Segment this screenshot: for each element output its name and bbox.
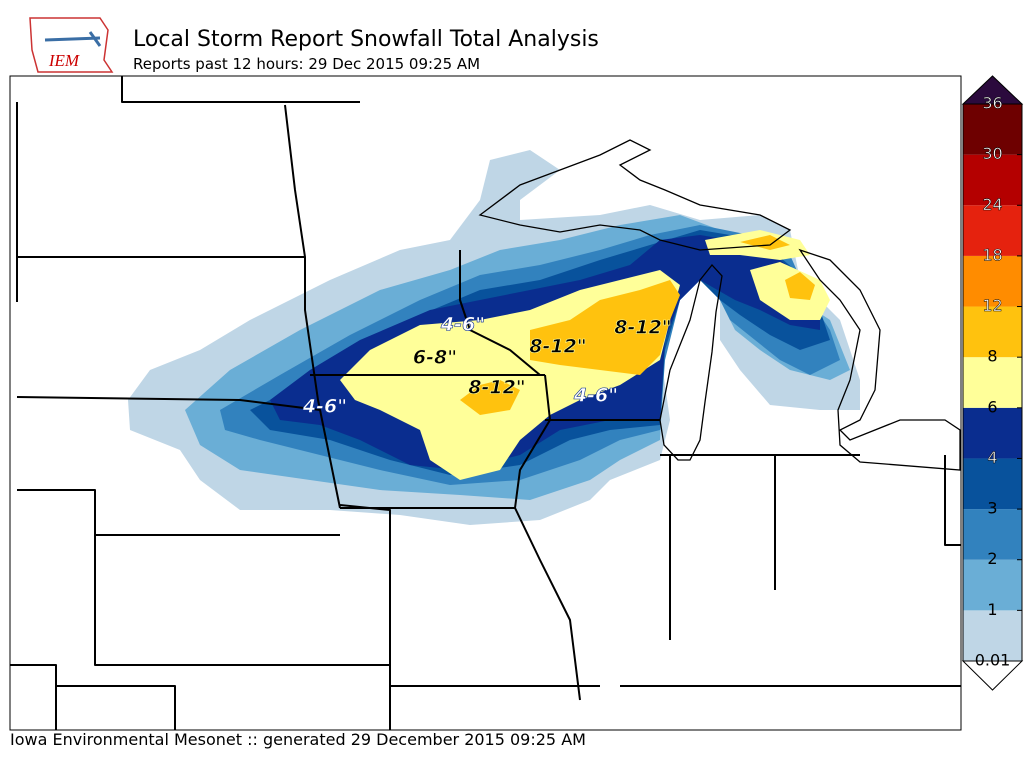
snow-area (530, 280, 680, 375)
colorbar-label: 36 (982, 94, 1002, 113)
colorbar-label: 0.01 (975, 651, 1011, 670)
lake-superior (478, 139, 792, 251)
colorbar-segment (963, 357, 1022, 408)
colorbar-label: 6 (987, 397, 997, 416)
snow-area (785, 272, 815, 300)
colorbar-segment (963, 407, 1022, 459)
map-frame (9, 75, 962, 731)
logo: IEM (29, 17, 114, 73)
colorbar-segment (963, 255, 1022, 307)
snow-area (460, 380, 520, 415)
annotation: 8-12" (468, 377, 525, 399)
logo-text: IEM (48, 51, 80, 70)
subtitle: Reports past 12 hours: 29 Dec 2015 09:25… (133, 55, 480, 73)
colorbar-label: 3 (987, 499, 997, 518)
colorbar-label: 1 (987, 600, 997, 619)
colorbar-frame (962, 103, 1023, 662)
colorbar-label: 30 (982, 144, 1002, 163)
annotation: 8-12" (529, 336, 586, 358)
annotation: 4-6" (573, 385, 618, 407)
colorbar-label: 4 (987, 448, 997, 467)
colorbar-segment (963, 306, 1022, 358)
annotation: 4-6" (440, 314, 485, 336)
colorbar-label: 12 (982, 296, 1002, 315)
annotations: 4-6"6-8" 8-12"8-12"8-12"4-6" 4-6" (302, 313, 672, 418)
colorbar-segment (963, 559, 1022, 611)
lake-huron (798, 248, 961, 471)
colorbar-segment (963, 104, 1022, 155)
borders (10, 76, 961, 730)
colorbar-label: 2 (987, 549, 997, 568)
footer: Iowa Environmental Mesonet :: generated … (10, 730, 586, 749)
colorbar-segment (963, 154, 1022, 206)
colorbar-label: 24 (982, 195, 1002, 214)
colorbar-segment (963, 205, 1022, 256)
annotation: 6-8" (413, 347, 457, 369)
colorbar-label: 8 (987, 347, 997, 366)
colorbar-segment (963, 458, 1022, 510)
annotation: 8-12" (614, 317, 671, 339)
colorbar-label: 18 (982, 245, 1002, 264)
lake-michigan (659, 263, 723, 461)
annotation: 4-6" (302, 396, 347, 418)
title: Local Storm Report Snowfall Total Analys… (133, 27, 599, 52)
map: 4-6"6-8" 8-12"8-12"8-12"4-6" 4-6" (9, 75, 962, 731)
colorbar-segment (963, 610, 1022, 661)
colorbar-segment (963, 509, 1022, 560)
